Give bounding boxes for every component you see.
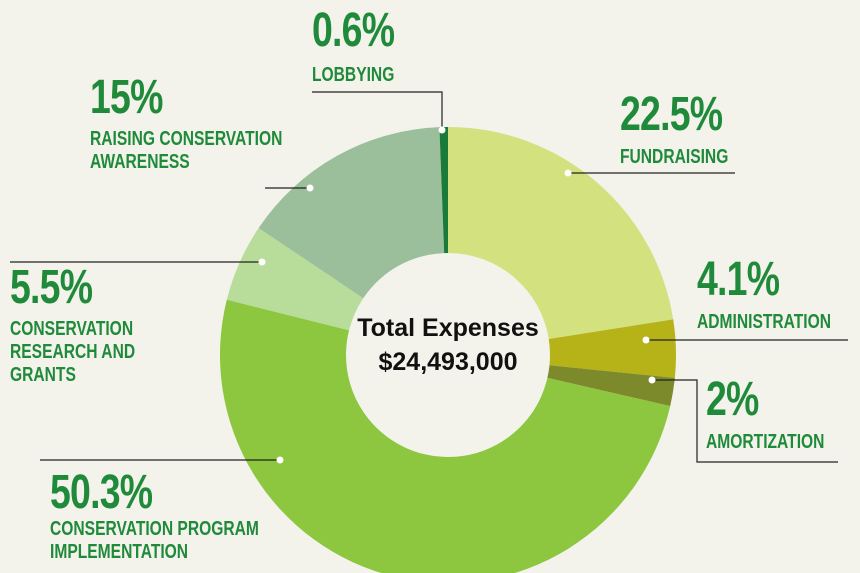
leader-dot — [564, 169, 572, 177]
leader-line — [312, 91, 443, 130]
category-label: CONSERVATION PROGRAM IMPLEMENTATION — [50, 518, 259, 563]
leader-dot — [306, 184, 314, 192]
donut-slice — [547, 365, 675, 407]
value-label: 0.6% — [312, 4, 395, 57]
donut-slice — [439, 127, 448, 254]
leader-dot — [648, 376, 656, 384]
category-label: CONSERVATION RESEARCH AND GRANTS — [10, 318, 136, 386]
center-title: Total Expenses — [357, 314, 539, 342]
donut-slice — [226, 228, 364, 331]
leader-dot — [438, 126, 446, 134]
leader-dot — [258, 258, 266, 266]
leader-dot — [276, 456, 284, 464]
donut-slice — [220, 299, 671, 573]
donut-slice — [258, 127, 445, 299]
donut-slice — [448, 127, 674, 340]
category-label: RAISING CONSERVATION AWARENESS — [90, 128, 283, 173]
value-label: 4.1% — [697, 253, 780, 306]
value-label: 5.5% — [10, 261, 93, 314]
value-label: 15% — [90, 71, 163, 124]
category-label: ADMINISTRATION — [697, 311, 832, 333]
value-label: 50.3% — [50, 466, 153, 519]
category-label: LOBBYING — [312, 64, 395, 86]
center-total: $24,493,000 — [378, 348, 517, 376]
value-label: 2% — [706, 373, 759, 426]
value-label: 22.5% — [620, 88, 723, 141]
category-label: AMORTIZATION — [706, 431, 825, 453]
leader-dot — [642, 336, 650, 344]
donut-slice — [548, 319, 677, 378]
leader-line — [652, 379, 838, 463]
category-label: FUNDRAISING — [620, 146, 729, 168]
